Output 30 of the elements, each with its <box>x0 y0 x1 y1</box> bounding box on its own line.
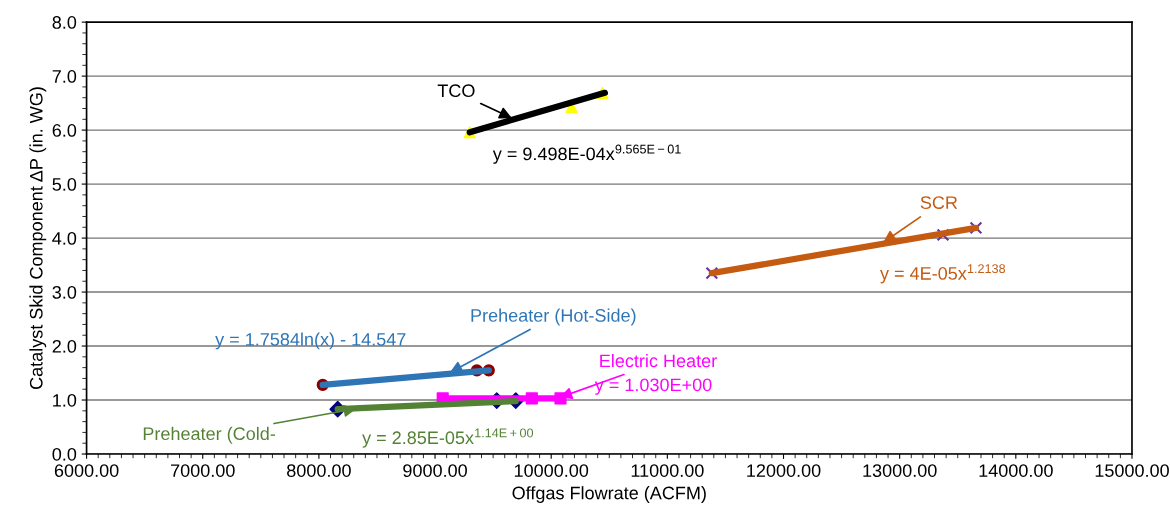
x-tick-label: 10000.00 <box>514 464 589 477</box>
y-axis-title: Catalyst Skid Component ΔP (in. WG) <box>29 87 47 390</box>
text: Preheater (Cold- <box>143 426 276 444</box>
annotation: y = 1.7584ln(x) - 14.547 <box>215 332 406 350</box>
text: Preheater (Hot-Side) <box>471 308 636 326</box>
x-tick-label: 11000.00 <box>631 464 704 477</box>
series-label: TCO <box>437 84 475 98</box>
y-tick-label: 6.0 <box>52 124 77 137</box>
x-tick-label: 12000.00 <box>747 464 821 477</box>
annotation: y = 2.85E-05x$^{1.14E+00}$ <box>362 428 534 448</box>
x-tick-label: 9000.00 <box>403 464 467 477</box>
x-tick-label: 7000.00 <box>171 464 235 477</box>
y-tick-label: 8.0 <box>52 16 77 29</box>
text: Electric Heater <box>600 353 717 368</box>
x-tick-label: 8000.00 <box>287 464 351 477</box>
y-tick-label: 4.0 <box>52 232 77 245</box>
y-tick-label: 7.0 <box>52 70 77 83</box>
y-tick-label: 0.0 <box>52 447 77 461</box>
x-tick-label: 13000.00 <box>863 464 937 477</box>
y-tick-label: 2.0 <box>52 339 77 353</box>
annotation: y = 4E-05x$^{1.2138}$ <box>880 264 1006 284</box>
series-label: SCR <box>920 196 958 209</box>
x-tick-label: 15000.00 <box>1095 464 1169 477</box>
y-tick-label: 3.0 <box>52 285 77 299</box>
x-tick-label: 14000.00 <box>979 464 1053 477</box>
y-tick-label: 5.0 <box>52 178 77 191</box>
y-tick-label: 1.0 <box>53 393 77 407</box>
annotation: y = 9.498E-04x$^{9.565E−01}$ <box>492 144 681 164</box>
x-axis-title: Offgas Flowrate (ACFM) <box>512 486 706 503</box>
x-tick-label: 6000.00 <box>54 464 119 477</box>
